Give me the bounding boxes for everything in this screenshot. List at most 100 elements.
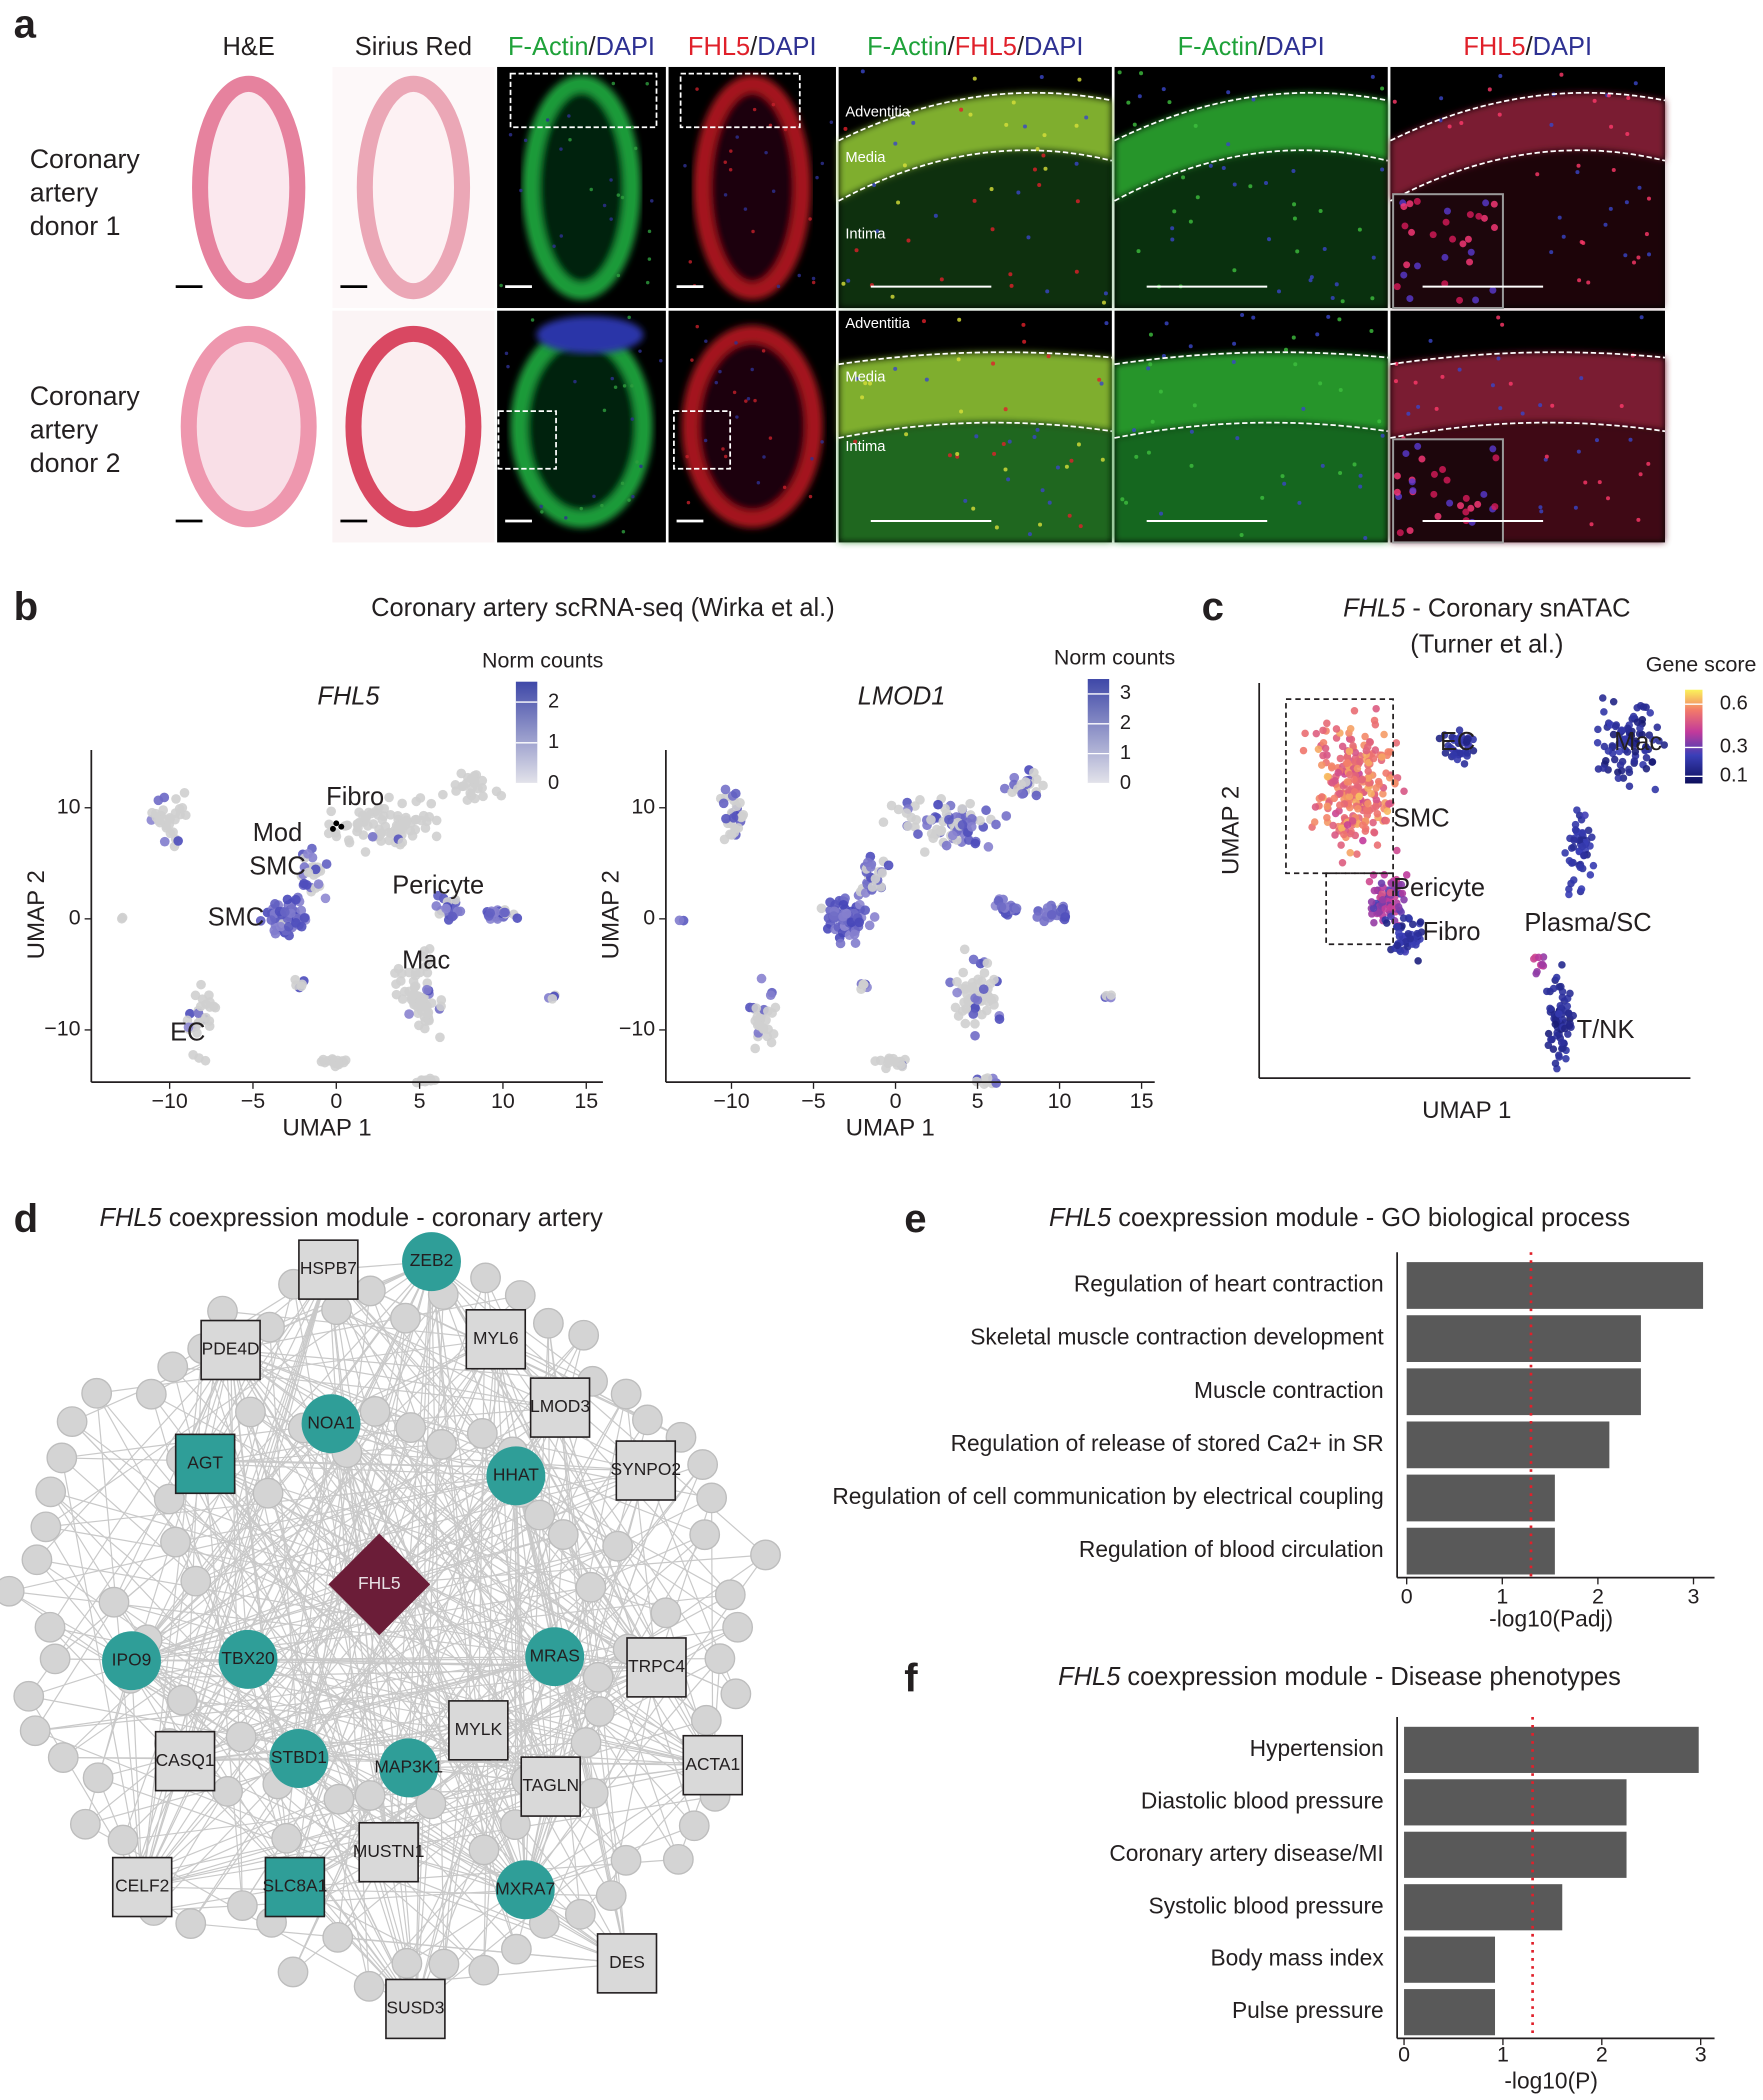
stain-dot [1577,278,1582,283]
cell-point [986,994,996,1005]
stain-dot [1623,253,1628,258]
cell-point [1343,821,1352,829]
network-node [750,1539,781,1571]
stain-dot [1003,467,1008,472]
intima-layer [1114,422,1388,543]
stain-dot [1561,234,1566,239]
cell-point [979,968,990,978]
stain-dot [797,273,801,278]
stain-dot [1380,86,1385,91]
edge [28,1695,409,1769]
panel-label: f [904,1655,918,1700]
stain-dot [956,357,961,362]
cell-point [1469,746,1478,755]
stain-dot [811,276,816,281]
cell-point [410,967,421,978]
gene-node [626,1637,687,1698]
edge [175,1261,432,1543]
x-tick-label: 0 [890,1089,902,1113]
cell-point [1334,769,1343,777]
network-node [226,1890,258,1922]
cell-point [957,820,968,830]
cell-point [1349,742,1357,750]
cell-point [431,815,442,826]
cell-point [467,783,477,793]
stain-dot [829,120,834,124]
colorbar-tick-label: 0.1 [1720,765,1748,787]
stain-dot [751,229,755,234]
stain-dot [1032,167,1037,172]
cell-point [450,780,461,790]
cell-point [1653,723,1662,732]
stain-dot [843,126,848,131]
stain-dot [645,280,650,285]
cell-point [1544,1029,1553,1038]
stain-dot [1158,389,1163,394]
cell-point [266,915,277,925]
header-part: DAPI [1533,33,1592,61]
cell-point [1367,898,1376,906]
cell-point [512,913,523,923]
cell-point [1594,765,1603,773]
cell-point [326,806,336,817]
cell-point [1323,814,1331,822]
stain-dot [1597,480,1602,485]
edge [49,1626,713,1766]
media-layer [838,352,1112,438]
stain-dot [1009,283,1014,288]
cell-point [1350,788,1359,796]
stain-dot [1609,124,1614,129]
stain-dot [1579,239,1584,244]
stain-dot [609,217,613,221]
cell-point [982,1073,993,1083]
column-header: F-Actin/DAPI [1178,33,1325,61]
edge [50,1491,380,1585]
panel-title: Coronary artery scRNA-seq (Wirka et al.) [371,594,835,622]
stain-dot [1047,500,1052,505]
stain-dot [957,317,962,322]
x-axis-label: UMAP 1 [282,1114,371,1141]
stain-dot [841,281,846,286]
network-node [35,1476,67,1508]
cell-point [1578,842,1587,851]
stain-dot [1406,411,1411,416]
cell-point [1623,724,1632,733]
artery-section [192,75,306,300]
cell-point [164,819,175,829]
stain-dot [613,385,618,390]
stain-dot [579,506,583,511]
edge [524,1464,704,1890]
stain-dot [589,187,593,192]
stain-dot [1004,122,1009,127]
cell-point [1464,735,1472,743]
edge [477,1534,706,1731]
stain-dot [1074,123,1079,128]
cell-point [1393,846,1401,855]
stain-dot [1248,184,1253,189]
stain-dot [1075,199,1080,204]
network-node [632,1404,663,1436]
cell-point [968,1009,979,1019]
stain-dot [1459,240,1467,248]
cell-point [1364,758,1373,767]
cell-point [384,792,394,803]
stain-dot [1100,457,1105,462]
gene-node [200,1319,261,1381]
gene-label: LMOD1 [858,682,946,710]
network-node [415,1788,447,1820]
stain-dot [753,398,757,403]
stain-dot [1358,473,1363,478]
stain-dot [1292,202,1297,207]
stain-dot [1402,450,1410,458]
cell-point [1336,801,1344,809]
stain-dot [1038,522,1043,527]
edge [414,1381,594,2010]
stain-dot [1192,403,1197,408]
stain-dot [1338,471,1343,476]
edge [277,1261,433,1785]
cell-point [1373,810,1382,818]
stain-dot [853,439,858,444]
stain-dot [1592,98,1597,103]
cell-point [353,818,363,829]
edge [168,1498,479,1731]
